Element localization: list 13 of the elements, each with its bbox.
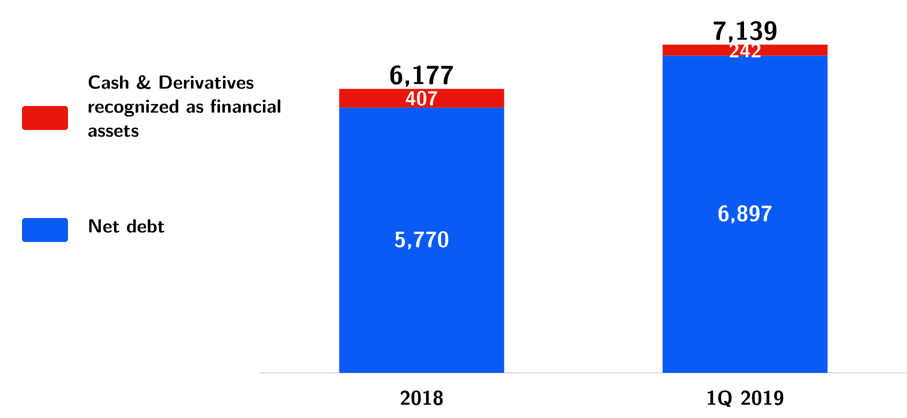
bar	[662, 56, 828, 373]
x-tick-label: 2018	[400, 390, 443, 406]
bar	[662, 44, 828, 56]
data-label: 5,770	[394, 231, 448, 250]
total-label: 7,139	[714, 21, 776, 43]
bar	[339, 88, 504, 108]
bar	[339, 108, 504, 373]
data-label: 407	[406, 90, 438, 106]
legend-label: Net debt	[89, 219, 164, 233]
legend-label: Cash & Derivatives recognized as financial assets	[88, 75, 280, 137]
total-label: 6,177	[390, 65, 454, 87]
x-tick-label: 1Q 2019	[708, 390, 784, 407]
data-label: 6,897	[718, 205, 772, 224]
